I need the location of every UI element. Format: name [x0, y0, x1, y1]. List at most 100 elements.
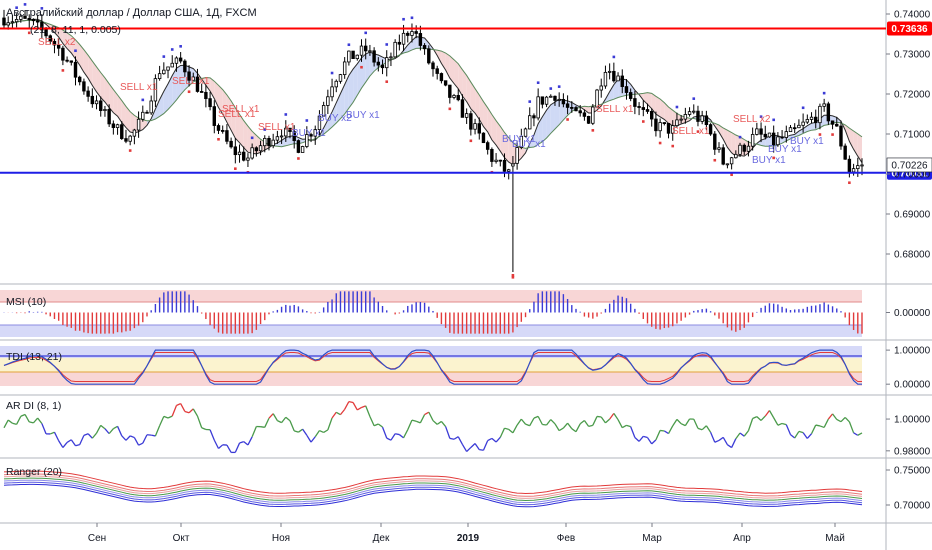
candle[interactable]: [481, 132, 486, 144]
candle[interactable]: [671, 120, 675, 141]
candle[interactable]: [658, 118, 662, 138]
candle[interactable]: [380, 59, 385, 75]
candle[interactable]: [27, 14, 31, 28]
candle[interactable]: [309, 132, 313, 143]
candle[interactable]: [616, 72, 620, 82]
candle[interactable]: [385, 50, 389, 77]
candle[interactable]: [199, 83, 204, 93]
candle[interactable]: [191, 72, 195, 81]
candle[interactable]: [52, 38, 57, 54]
candle[interactable]: [805, 114, 810, 125]
candle[interactable]: [14, 13, 19, 28]
candle[interactable]: [725, 163, 730, 169]
tdi-pane[interactable]: 1.00000 0.00000: [0, 346, 931, 391]
candle[interactable]: [540, 96, 545, 109]
candle[interactable]: [120, 121, 124, 140]
candle[interactable]: [582, 109, 587, 121]
candle[interactable]: [620, 69, 624, 94]
candlesticks[interactable]: [2, 9, 864, 272]
candle[interactable]: [788, 124, 793, 133]
candle[interactable]: [246, 153, 250, 167]
candle[interactable]: [225, 124, 229, 145]
candle[interactable]: [679, 115, 683, 124]
candle[interactable]: [683, 107, 688, 124]
candle[interactable]: [687, 107, 692, 117]
candle[interactable]: [368, 44, 372, 56]
candle[interactable]: [721, 144, 725, 166]
candle[interactable]: [662, 122, 667, 126]
candle[interactable]: [82, 78, 86, 95]
candle[interactable]: [801, 113, 805, 133]
candle[interactable]: [347, 50, 351, 66]
candle[interactable]: [759, 122, 763, 143]
candle[interactable]: [406, 31, 410, 43]
candle[interactable]: [641, 100, 645, 117]
candle[interactable]: [296, 139, 301, 154]
candle[interactable]: [195, 68, 200, 93]
candle[interactable]: [654, 111, 658, 137]
candle[interactable]: [170, 55, 174, 68]
candle[interactable]: [233, 138, 238, 164]
candle[interactable]: [561, 93, 566, 108]
candle[interactable]: [599, 78, 603, 98]
candle[interactable]: [284, 120, 288, 142]
candle[interactable]: [48, 34, 52, 44]
candle[interactable]: [708, 123, 713, 136]
price-axis[interactable]: 0.74000 0.73000 0.72000 0.71000 0.70000 0.690…: [886, 10, 932, 261]
candle[interactable]: [65, 56, 69, 63]
candle[interactable]: [44, 26, 48, 44]
candle[interactable]: [750, 127, 755, 151]
candle[interactable]: [61, 45, 65, 66]
candle[interactable]: [797, 119, 801, 129]
candle[interactable]: [448, 84, 452, 104]
candle[interactable]: [393, 39, 397, 58]
candle[interactable]: [10, 15, 15, 30]
candle[interactable]: [729, 156, 734, 170]
candle[interactable]: [822, 98, 826, 112]
candle[interactable]: [178, 52, 183, 64]
candle[interactable]: [6, 16, 10, 30]
candle[interactable]: [23, 10, 27, 19]
candle[interactable]: [460, 94, 465, 118]
candle[interactable]: [624, 79, 629, 100]
msi-pane[interactable]: 0.00000: [0, 290, 931, 337]
candle[interactable]: [443, 80, 448, 87]
candle[interactable]: [78, 75, 82, 86]
candle[interactable]: [229, 137, 233, 149]
candle[interactable]: [650, 108, 654, 127]
candle[interactable]: [498, 159, 502, 167]
candle[interactable]: [523, 127, 528, 138]
candle[interactable]: [570, 101, 574, 113]
candle[interactable]: [511, 156, 515, 272]
candle[interactable]: [351, 50, 355, 59]
candle[interactable]: [174, 56, 179, 72]
candle[interactable]: [258, 140, 263, 156]
candle[interactable]: [149, 95, 153, 115]
candle[interactable]: [132, 128, 137, 145]
candle[interactable]: [103, 105, 107, 117]
candle[interactable]: [456, 89, 460, 102]
candle[interactable]: [574, 106, 578, 112]
ranger-pane[interactable]: 0.75000 0.70000: [3, 466, 931, 512]
candle[interactable]: [591, 104, 595, 126]
candle[interactable]: [69, 60, 73, 66]
candle[interactable]: [830, 120, 835, 130]
candle[interactable]: [473, 118, 477, 135]
candle[interactable]: [477, 117, 481, 140]
candle[interactable]: [692, 104, 696, 115]
candle[interactable]: [271, 133, 275, 149]
candle[interactable]: [734, 150, 738, 159]
candle[interactable]: [507, 168, 511, 180]
candle[interactable]: [115, 123, 120, 135]
candle[interactable]: [35, 14, 40, 28]
candle[interactable]: [275, 130, 280, 144]
candle[interactable]: [645, 103, 650, 114]
candle[interactable]: [595, 88, 599, 108]
candle[interactable]: [111, 120, 116, 135]
candle[interactable]: [809, 112, 814, 124]
candle[interactable]: [389, 52, 393, 67]
candle[interactable]: [237, 144, 242, 163]
candle[interactable]: [31, 18, 36, 26]
candle[interactable]: [826, 101, 831, 125]
